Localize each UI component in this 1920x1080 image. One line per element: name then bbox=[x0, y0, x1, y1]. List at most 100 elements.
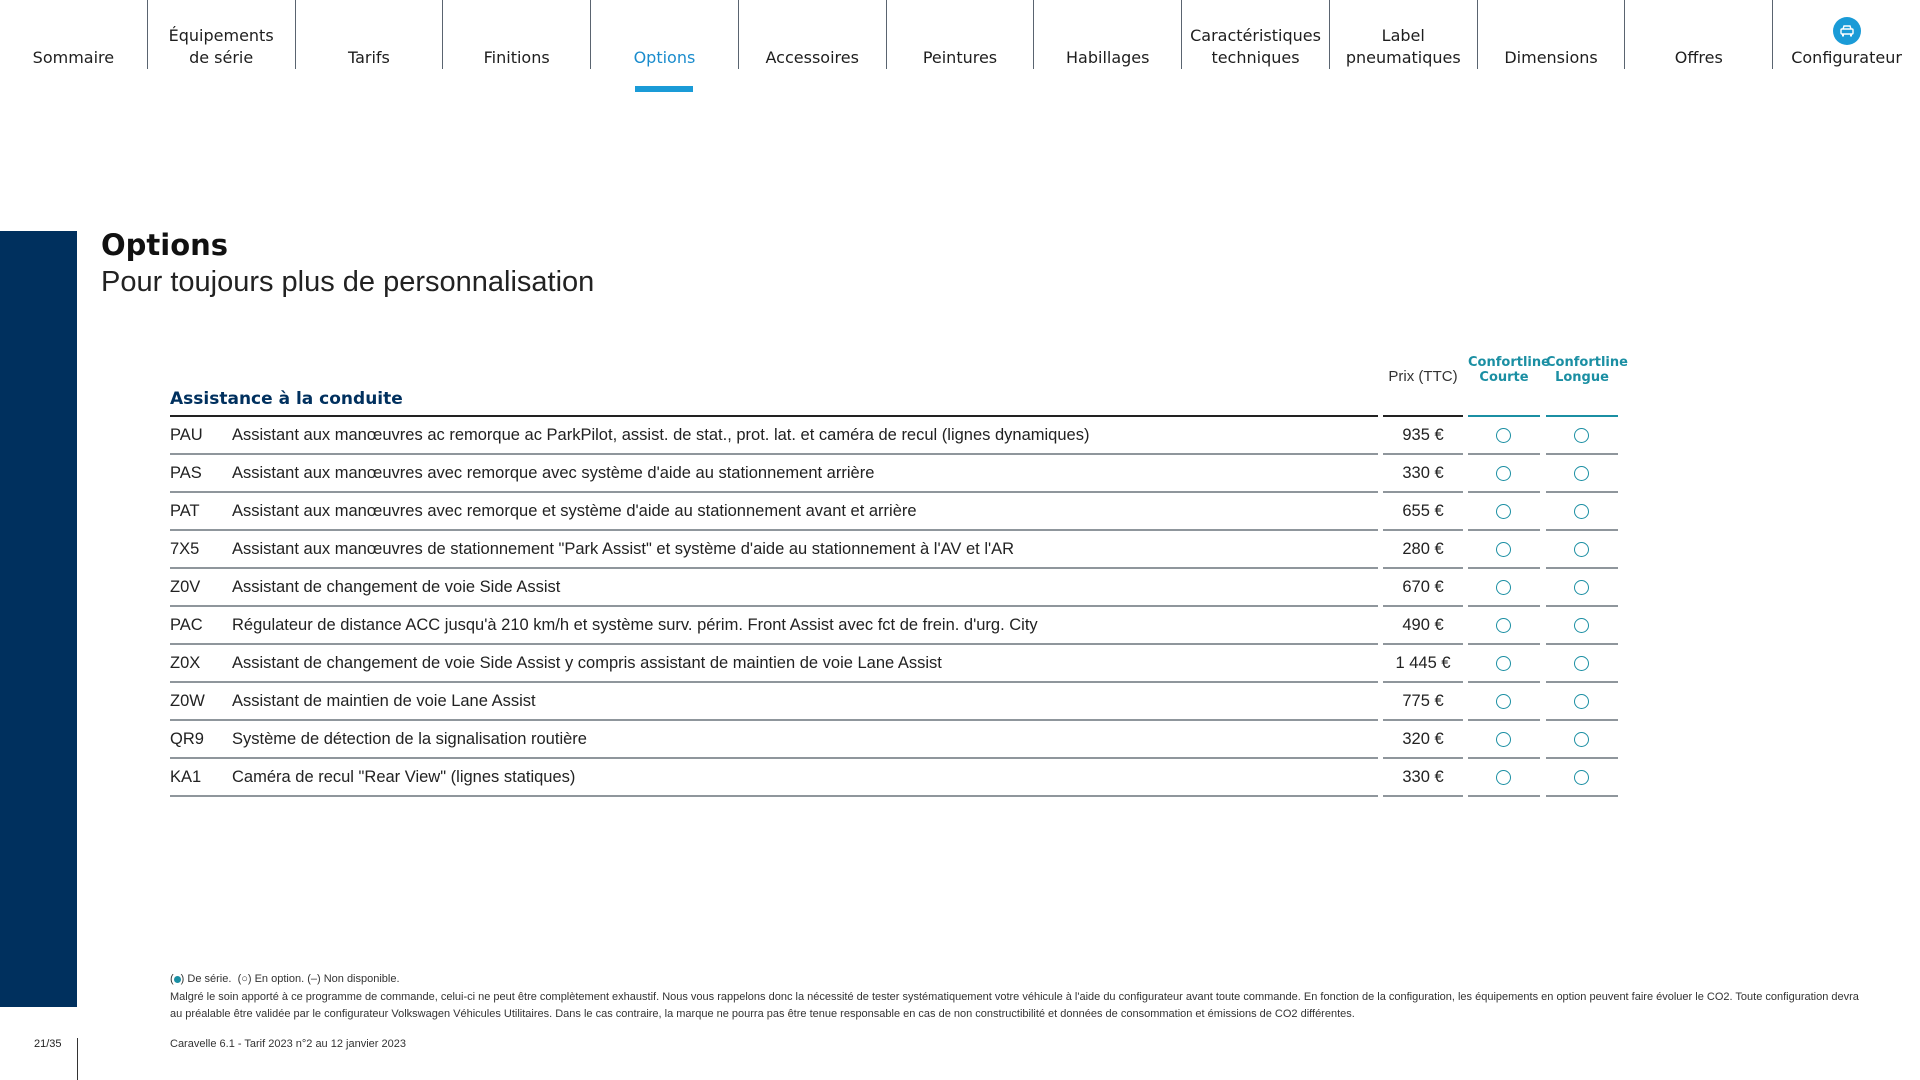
footer-doc: Caravelle 6.1 - Tarif 2023 n°2 au 12 jan… bbox=[170, 1038, 406, 1050]
row-divider bbox=[1383, 681, 1463, 683]
nav-item-label[interactable]: Label pneumatiques bbox=[1328, 0, 1477, 69]
row-divider bbox=[1468, 491, 1540, 493]
row-divider bbox=[1383, 719, 1463, 721]
row-divider bbox=[1383, 491, 1463, 493]
option-code: QR9 bbox=[170, 730, 204, 748]
row-divider bbox=[1383, 529, 1463, 531]
nav-item-tarifs[interactable]: Tarifs bbox=[294, 0, 443, 69]
row-divider bbox=[1546, 529, 1618, 531]
page-number: 21/35 bbox=[34, 1038, 62, 1050]
column-header-courte: Confortline Courte bbox=[1468, 355, 1550, 385]
option-circle-icon bbox=[1496, 580, 1511, 595]
row-divider bbox=[170, 491, 1378, 493]
nav-item-label: Dimensions bbox=[1504, 48, 1598, 67]
row-divider bbox=[1546, 757, 1618, 759]
option-circle-icon bbox=[1496, 618, 1511, 633]
option-code: PAU bbox=[170, 426, 203, 444]
row-divider bbox=[1468, 757, 1540, 759]
row-divider bbox=[1383, 453, 1463, 455]
option-price: 655 € bbox=[1402, 502, 1444, 520]
disclaimer: Malgré le soin apporté à ce programme de… bbox=[170, 991, 1859, 1020]
nav-item-accessoires[interactable]: Accessoires bbox=[737, 0, 886, 69]
option-code: 7X5 bbox=[170, 540, 200, 558]
row-divider bbox=[1468, 605, 1540, 607]
row-divider bbox=[170, 529, 1378, 531]
nav-item-caracteristiques[interactable]: Caractéristiques techniques bbox=[1181, 0, 1329, 69]
option-price: 330 € bbox=[1402, 464, 1444, 482]
table-row: PAC Régulateur de distance ACC jusqu'à 21… bbox=[170, 607, 1618, 645]
nav-item-label: Caractéristiques techniques bbox=[1190, 26, 1321, 67]
option-price: 935 € bbox=[1402, 426, 1444, 444]
option-description: Caméra de recul "Rear View" (lignes stat… bbox=[232, 768, 576, 786]
table-row: Z0W Assistant de maintien de voie Lane As… bbox=[170, 683, 1618, 721]
nav-item-offres[interactable]: Offres bbox=[1624, 0, 1772, 69]
option-circle-icon bbox=[1574, 732, 1589, 747]
nav-item-options[interactable]: Options bbox=[590, 0, 738, 69]
nav-item-label: Habillages bbox=[1066, 48, 1150, 67]
nav-item-label: Options bbox=[633, 48, 696, 67]
legend: () De série. (○) En option. (–) Non disp… bbox=[170, 973, 400, 985]
nav-item-peintures[interactable]: Peintures bbox=[885, 0, 1034, 69]
option-code: KA1 bbox=[170, 768, 202, 786]
sidebar-accent-bar bbox=[0, 231, 77, 1007]
option-circle-icon bbox=[1574, 428, 1589, 443]
nav-item-label: Peintures bbox=[922, 48, 998, 67]
option-circle-icon bbox=[1574, 466, 1589, 481]
table-row: PAT Assistant aux manœuvres avec remorque… bbox=[170, 493, 1618, 531]
option-circle-icon bbox=[1496, 466, 1511, 481]
nav-item-label: Configurateur bbox=[1791, 48, 1902, 67]
nav-item-label: Offres bbox=[1674, 48, 1723, 67]
nav-item-equipements[interactable]: Équipements de série bbox=[146, 0, 295, 69]
row-divider bbox=[1468, 643, 1540, 645]
nav-item-label: Tarifs bbox=[347, 48, 390, 67]
option-description: Assistant aux manœuvres ac remorque ac P… bbox=[232, 426, 1090, 444]
row-divider bbox=[1383, 795, 1463, 797]
row-divider bbox=[170, 795, 1378, 797]
row-divider bbox=[170, 681, 1378, 683]
section-title: Assistance à la conduite bbox=[170, 389, 403, 409]
nav-item-configurateur[interactable]: Configurateur bbox=[1772, 0, 1920, 69]
row-divider bbox=[1383, 605, 1463, 607]
table-row: QR9 Système de détection de la signalisat… bbox=[170, 721, 1618, 759]
courte-header-rule bbox=[1468, 415, 1540, 417]
option-circle-icon bbox=[1574, 656, 1589, 671]
nav-item-finitions[interactable]: Finitions bbox=[442, 0, 590, 69]
row-divider bbox=[1383, 757, 1463, 759]
option-circle-icon bbox=[1496, 770, 1511, 785]
option-code: Z0W bbox=[170, 692, 205, 710]
row-divider bbox=[1546, 491, 1618, 493]
row-divider bbox=[170, 453, 1378, 455]
option-circle-icon bbox=[1496, 504, 1511, 519]
row-divider bbox=[1546, 567, 1618, 569]
nav-item-dimensions[interactable]: Dimensions bbox=[1476, 0, 1625, 69]
standard-dot-icon bbox=[173, 975, 181, 983]
nav-item-label: Équipements de série bbox=[168, 26, 274, 67]
row-divider bbox=[1468, 681, 1540, 683]
option-circle-icon bbox=[1574, 542, 1589, 557]
page-subtitle: Pour toujours plus de personnalisation bbox=[101, 266, 595, 298]
nav-item-sommaire[interactable]: Sommaire bbox=[0, 0, 147, 69]
row-divider bbox=[1468, 529, 1540, 531]
option-price: 670 € bbox=[1402, 578, 1444, 596]
option-circle-icon bbox=[1574, 618, 1589, 633]
row-divider bbox=[1546, 681, 1618, 683]
table-row: PAU Assistant aux manœuvres ac remorque a… bbox=[170, 417, 1618, 455]
option-price: 775 € bbox=[1402, 692, 1444, 710]
column-header-longue: Confortline Longue bbox=[1546, 355, 1628, 385]
longue-header-rule bbox=[1546, 415, 1618, 417]
row-divider bbox=[1546, 643, 1618, 645]
option-code: Z0X bbox=[170, 654, 201, 672]
option-circle-icon bbox=[1496, 694, 1511, 709]
table-row: Z0V Assistant de changement de voie Side … bbox=[170, 569, 1618, 607]
row-divider bbox=[170, 719, 1378, 721]
row-divider bbox=[170, 757, 1378, 759]
option-circle-icon bbox=[1496, 428, 1511, 443]
row-divider bbox=[1468, 567, 1540, 569]
option-description: Assistant aux manœuvres avec remorque av… bbox=[232, 464, 875, 482]
nav-item-habillages[interactable]: Habillages bbox=[1033, 0, 1181, 69]
nav-item-label: Accessoires bbox=[765, 48, 859, 67]
row-divider bbox=[170, 643, 1378, 645]
table-row: KA1 Caméra de recul "Rear View" (lignes s… bbox=[170, 759, 1618, 797]
option-description: Assistant de changement de voie Side Ass… bbox=[232, 654, 942, 672]
option-circle-icon bbox=[1574, 580, 1589, 595]
